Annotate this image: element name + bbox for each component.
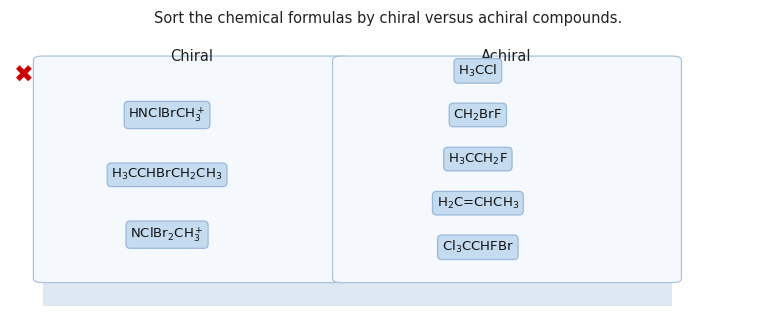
Text: H$_2$C=CHCH$_3$: H$_2$C=CHCH$_3$ [437, 196, 519, 211]
Text: Achiral: Achiral [482, 49, 531, 64]
FancyBboxPatch shape [43, 280, 672, 306]
Text: H$_3$CCHBrCH$_2$CH$_3$: H$_3$CCHBrCH$_2$CH$_3$ [111, 167, 223, 182]
Text: H$_3$CCH$_2$F: H$_3$CCH$_2$F [448, 152, 508, 167]
Text: HNClBrCH$_3^+$: HNClBrCH$_3^+$ [128, 106, 206, 124]
Text: Chiral: Chiral [170, 49, 214, 64]
Text: NClBr$_2$CH$_3^+$: NClBr$_2$CH$_3^+$ [131, 225, 204, 244]
FancyBboxPatch shape [333, 56, 681, 283]
Text: Sort the chemical formulas by chiral versus achiral compounds.: Sort the chemical formulas by chiral ver… [155, 11, 622, 26]
FancyBboxPatch shape [33, 56, 351, 283]
Text: ✖: ✖ [14, 64, 33, 88]
Text: H$_3$CCl: H$_3$CCl [458, 63, 497, 79]
Text: CH$_2$BrF: CH$_2$BrF [454, 107, 502, 123]
Text: Cl$_3$CCHFBr: Cl$_3$CCHFBr [442, 239, 514, 255]
